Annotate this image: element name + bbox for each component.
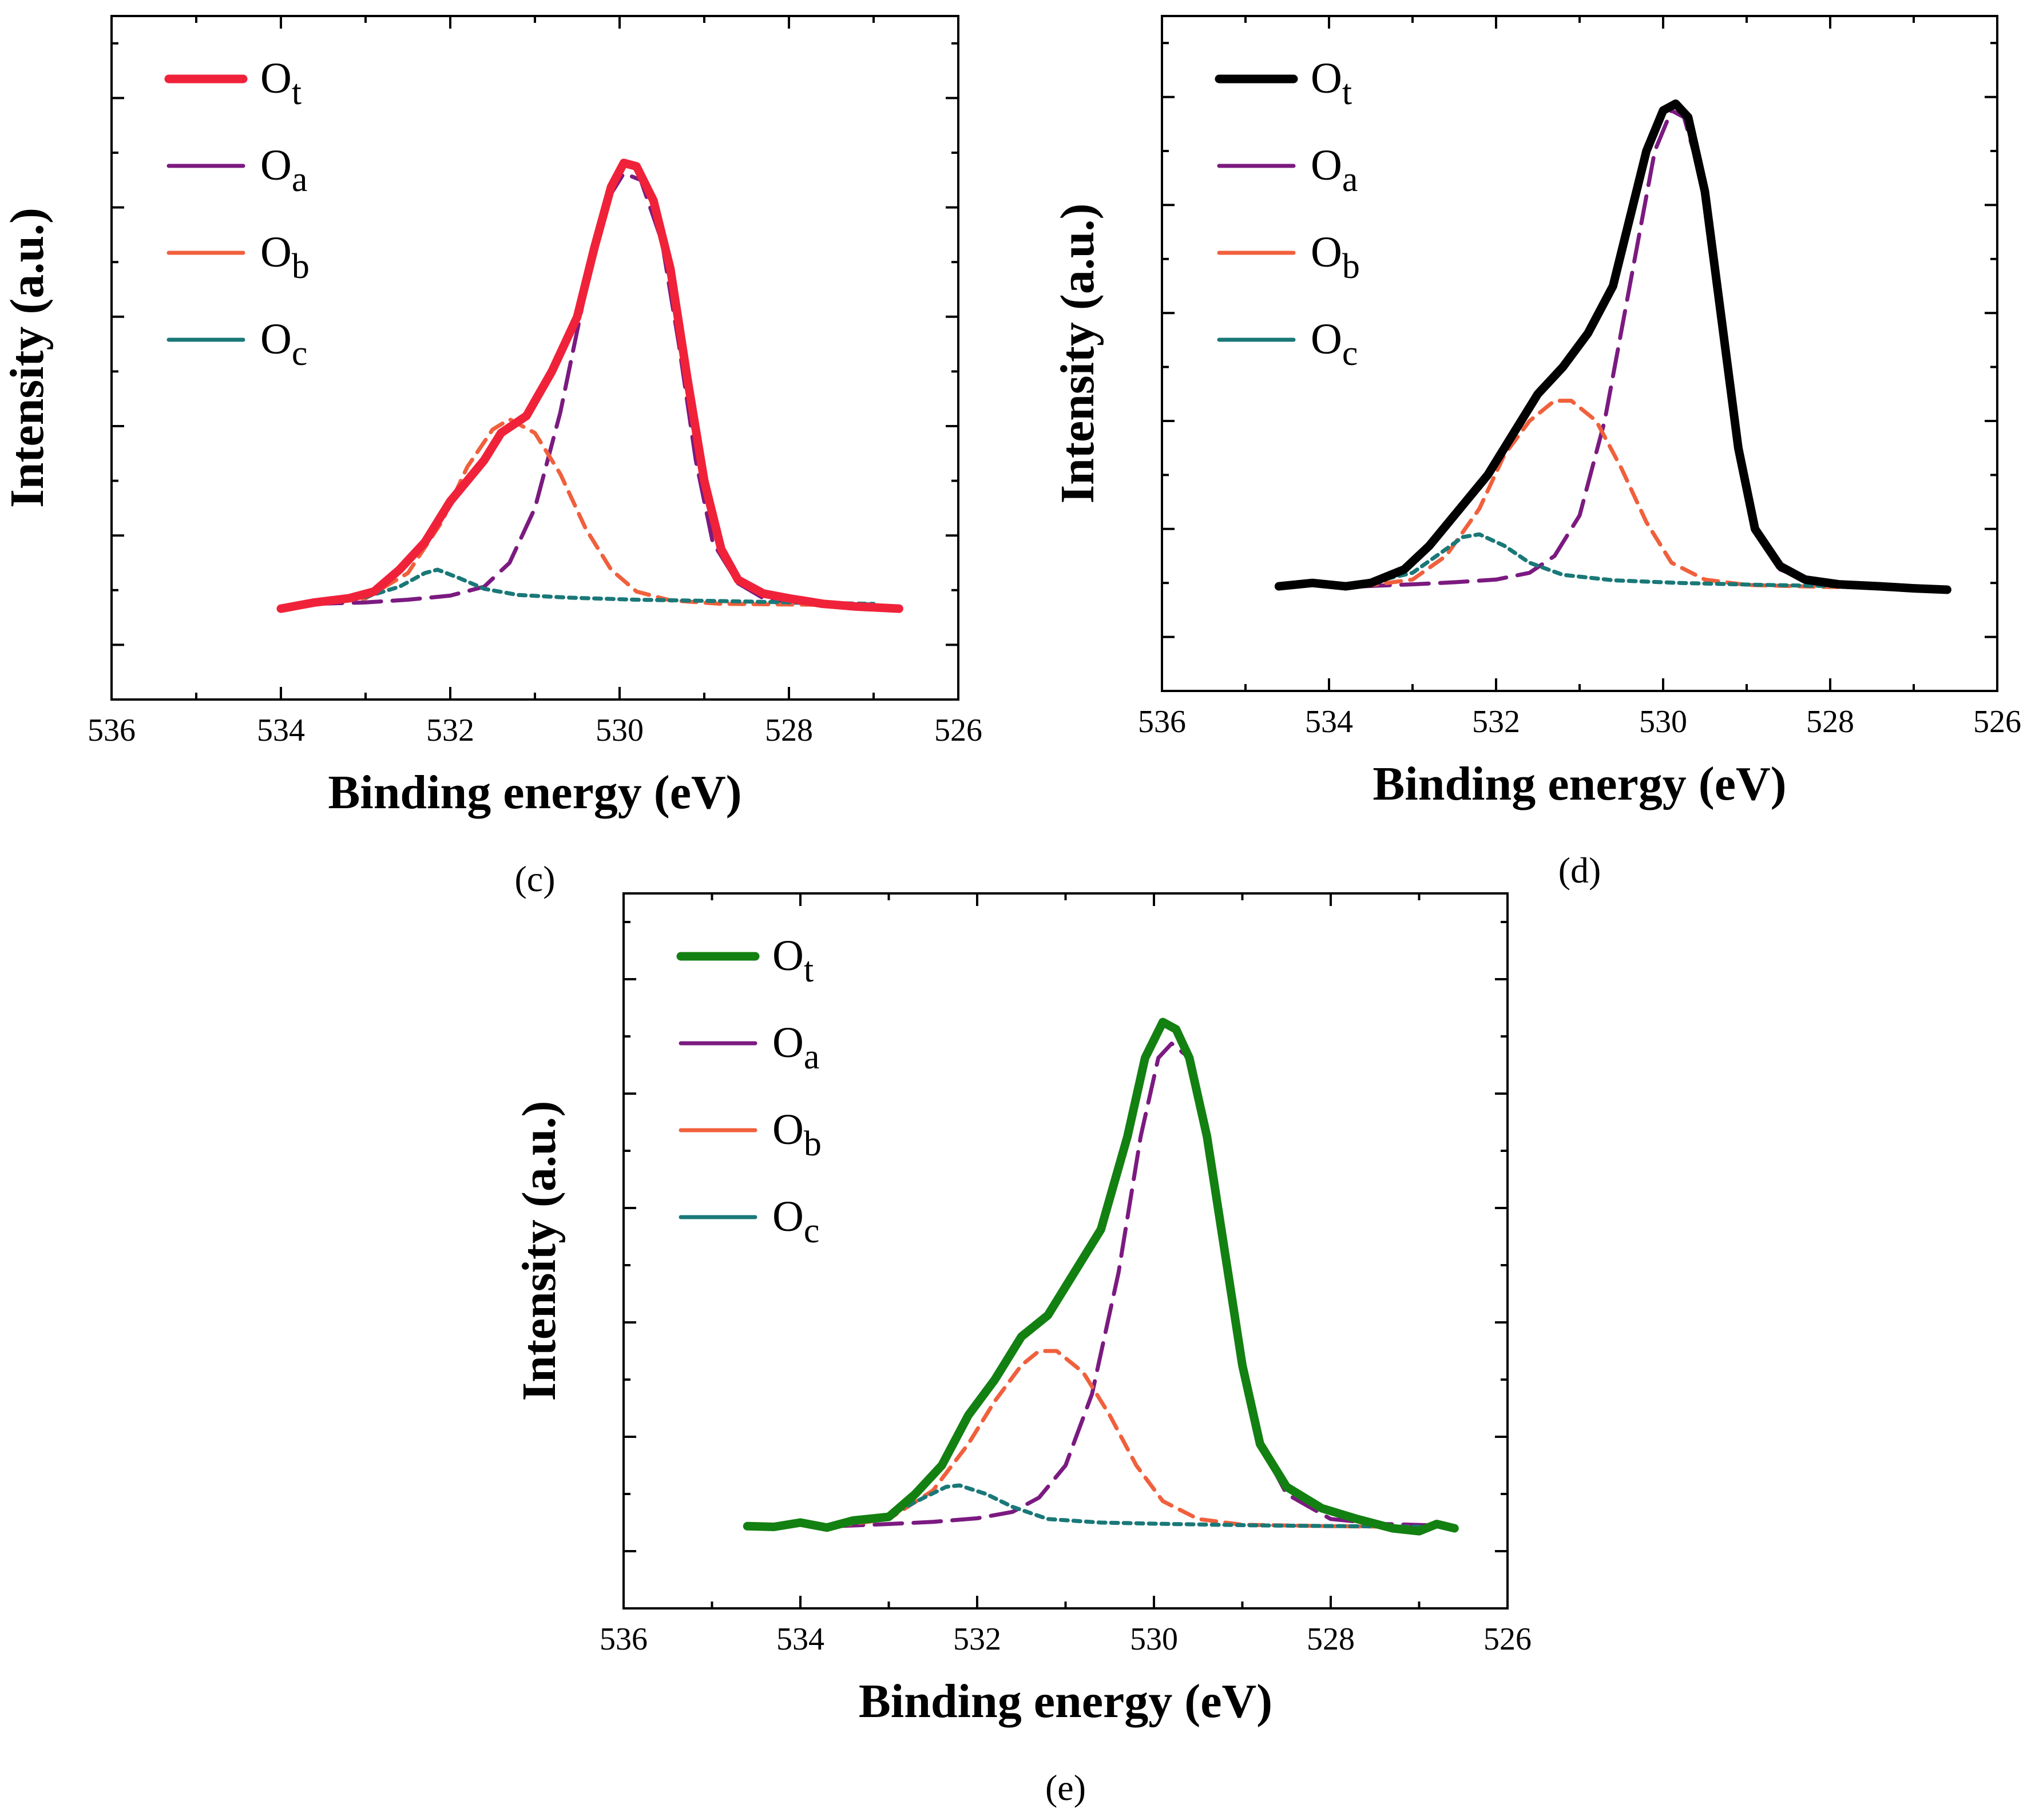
panel-label: (e) xyxy=(1045,1767,1086,1808)
legend-label-main: O xyxy=(772,1106,804,1154)
x-tick-label: 532 xyxy=(953,1622,1001,1657)
chart-panel-d: 536 534 532 530 528 526 Binding energy (eV) Int… xyxy=(1051,15,2021,891)
legend-label-Ot: Ot xyxy=(260,54,302,112)
legend-label-sub: b xyxy=(804,1124,822,1163)
legend-label-main: O xyxy=(772,1019,804,1067)
series-line-Ot xyxy=(743,1018,1459,1536)
legend-label-sub: c xyxy=(1342,334,1358,373)
legend-label-main: O xyxy=(260,141,292,189)
series-line-Oa xyxy=(1360,108,1907,590)
series-line-Oc xyxy=(312,567,876,606)
legend-label-sub: t xyxy=(804,951,814,990)
x-tick-label: 530 xyxy=(1130,1622,1178,1657)
legend-label-main: O xyxy=(1311,228,1342,276)
series-line-Oc xyxy=(834,1483,1439,1529)
x-tick-label: 536 xyxy=(88,713,136,748)
x-tick-label: 532 xyxy=(426,713,474,748)
legend-label-Ob: Ob xyxy=(260,228,310,286)
legend-label-Oc: Oc xyxy=(260,315,307,373)
x-tick-label: 532 xyxy=(1472,704,1520,740)
legend-label-main: O xyxy=(772,932,804,980)
legend-label-main: O xyxy=(260,315,292,363)
legend-label-Ob: Ob xyxy=(772,1106,822,1163)
legend-label-main: O xyxy=(1311,54,1342,102)
x-tick-label: 534 xyxy=(776,1622,824,1657)
x-tick-label: 526 xyxy=(1973,704,2021,740)
legend-label-sub: b xyxy=(292,247,310,286)
x-tick-label: 530 xyxy=(596,713,644,748)
x-tick-label: 526 xyxy=(1483,1622,1532,1657)
legend-label-sub: c xyxy=(292,334,308,373)
y-axis-title: Intensity (a.u.) xyxy=(513,1100,566,1401)
legend-label-Ot: Ot xyxy=(772,932,814,990)
series-line-Oc xyxy=(1360,532,1907,589)
x-tick-label: 536 xyxy=(1138,704,1186,740)
x-tick-label: 534 xyxy=(257,713,305,748)
legend-label-Ob: Ob xyxy=(1311,228,1360,286)
legend-label-main: O xyxy=(260,228,292,276)
legend-label-sub: c xyxy=(804,1211,820,1250)
legend-label-sub: t xyxy=(1342,73,1352,112)
chart-panel-c: 536 534 532 530 528 526 Binding energy (eV) Int… xyxy=(1,15,982,899)
legend-label-Oc: Oc xyxy=(772,1193,819,1250)
x-tick-label: 536 xyxy=(600,1622,648,1657)
x-tick-label: 526 xyxy=(934,713,982,748)
series-line-Ot xyxy=(1274,99,1951,594)
panel-label: (d) xyxy=(1558,850,1601,891)
legend-label-sub: a xyxy=(804,1038,820,1076)
chart-panel-e: 536 534 532 530 528 526 Binding energy (eV) Int… xyxy=(513,892,1532,1808)
x-tick-label: 528 xyxy=(1806,704,1854,740)
y-axis-title: Intensity (a.u.) xyxy=(1051,203,1104,503)
legend-label-Ot: Ot xyxy=(1311,54,1352,112)
legend-label-sub: t xyxy=(292,73,302,112)
x-tick-label: 534 xyxy=(1305,704,1353,740)
legend-label-Oa: Oa xyxy=(260,141,307,199)
x-tick-label: 528 xyxy=(765,713,813,748)
legend-label-Oa: Oa xyxy=(1311,141,1358,199)
x-axis-title: Binding energy (eV) xyxy=(328,766,741,819)
legend-label-Oa: Oa xyxy=(772,1019,819,1076)
legend-label-main: O xyxy=(772,1193,804,1241)
legend-label-sub: a xyxy=(292,160,308,199)
legend-label-main: O xyxy=(260,54,292,102)
y-axis-title: Intensity (a.u.) xyxy=(1,208,54,508)
plot-frame xyxy=(622,892,1509,1610)
series-line-Ob xyxy=(834,1349,1421,1529)
legend-label-main: O xyxy=(1311,315,1342,363)
series-line-Ob xyxy=(312,417,876,607)
legend-label-Oc: Oc xyxy=(1311,315,1358,373)
panel-label: (c) xyxy=(514,859,555,899)
legend-label-sub: b xyxy=(1342,247,1360,286)
x-axis-title: Binding energy (eV) xyxy=(859,1675,1272,1728)
series-line-Ot xyxy=(276,158,903,613)
legend-label-sub: a xyxy=(1342,160,1358,199)
legend-label-main: O xyxy=(1311,141,1342,189)
x-tick-label: 528 xyxy=(1307,1622,1355,1657)
series-line-Ob xyxy=(1360,399,1907,590)
x-axis-title: Binding energy (eV) xyxy=(1372,757,1786,810)
x-tick-label: 530 xyxy=(1639,704,1687,740)
